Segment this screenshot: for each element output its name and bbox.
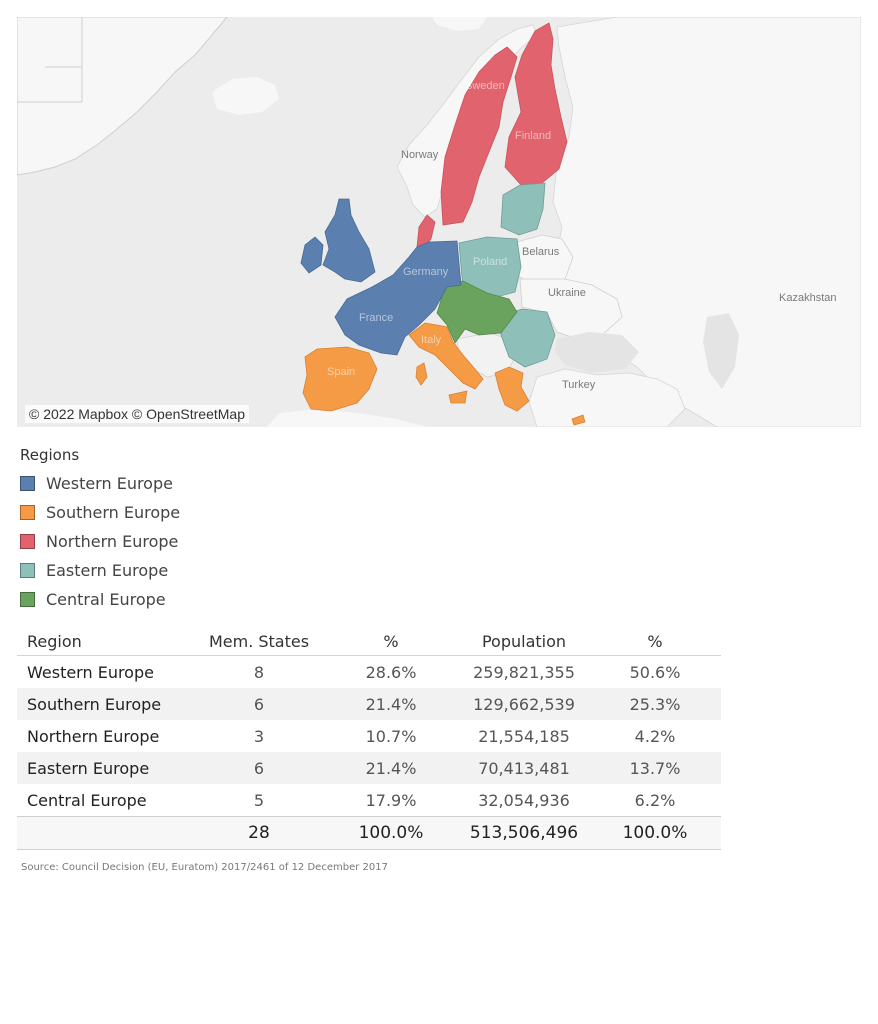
legend-item-northern-europe[interactable]: Northern Europe xyxy=(20,527,180,556)
table-row: Southern Europe 6 21.4% 129,662,539 25.3… xyxy=(17,688,721,720)
cell-population: 21,554,185 xyxy=(478,726,570,746)
region-southern-iberia xyxy=(302,346,378,412)
legend-swatch-eastern xyxy=(20,563,35,578)
cell-population: 259,821,355 xyxy=(473,662,575,682)
col-header-region[interactable]: Region xyxy=(17,628,195,656)
black-sea xyxy=(555,332,639,373)
col-header-population[interactable]: Population xyxy=(459,628,589,656)
total-label xyxy=(17,816,195,850)
cell-population: 32,054,936 xyxy=(478,790,570,810)
iceland-landmass xyxy=(212,77,279,115)
source-note: Source: Council Decision (EU, Euratom) 2… xyxy=(21,862,388,873)
label-belarus: Belarus xyxy=(522,246,560,258)
legend-swatch-western xyxy=(20,476,35,491)
region-western-uk xyxy=(322,198,376,283)
cell-population-percent: 50.6% xyxy=(629,662,681,682)
label-ukraine: Ukraine xyxy=(548,287,586,299)
region-southern-greece xyxy=(494,366,530,412)
cell-states-percent: 17.9% xyxy=(365,790,417,810)
cell-region: Western Europe xyxy=(27,662,154,682)
region-map[interactable]: Sweden Finland Norway Belarus Poland Ukr… xyxy=(17,17,861,427)
cell-states-percent: 10.7% xyxy=(365,726,417,746)
cell-population-percent: 4.2% xyxy=(634,726,676,746)
legend-swatch-southern xyxy=(20,505,35,520)
label-france: France xyxy=(359,312,393,324)
label-italy: Italy xyxy=(421,334,442,346)
region-central xyxy=(436,280,518,344)
legend-item-western-europe[interactable]: Western Europe xyxy=(20,469,180,498)
cell-member-states: 3 xyxy=(253,726,265,746)
region-eastern-romania-bulgaria xyxy=(498,308,556,368)
region-southern-italy xyxy=(408,322,484,390)
table-row: Eastern Europe 6 21.4% 70,413,481 13.7% xyxy=(17,752,721,784)
label-spain: Spain xyxy=(327,366,355,378)
legend-item-central-europe[interactable]: Central Europe xyxy=(20,585,180,614)
table-header-row: Region Mem. States % Population % xyxy=(17,628,721,656)
region-southern-cyprus xyxy=(571,414,586,426)
col-header-member-states[interactable]: Mem. States xyxy=(195,628,323,656)
region-northern-sweden xyxy=(440,46,518,226)
legend-label: Western Europe xyxy=(46,474,173,493)
cell-states-percent: 21.4% xyxy=(323,688,459,720)
cell-member-states: 5 xyxy=(253,790,265,810)
cell-states-percent: 28.6% xyxy=(365,662,417,682)
label-finland: Finland xyxy=(515,130,551,142)
legend: Regions Western Europe Southern Europe N… xyxy=(20,446,180,614)
cell-member-states: 8 xyxy=(253,662,265,682)
region-northern-finland xyxy=(504,22,568,186)
legend-item-southern-europe[interactable]: Southern Europe xyxy=(20,498,180,527)
label-poland: Poland xyxy=(473,256,507,268)
turkey-landmass xyxy=(528,368,686,427)
total-member-states: 28 xyxy=(195,816,323,850)
region-western-ireland xyxy=(300,236,324,274)
region-southern-sardinia xyxy=(415,362,428,386)
table-total-row: 28 100.0% 513,506,496 100.0% xyxy=(17,816,721,850)
cell-population: 70,413,481 xyxy=(459,752,589,784)
region-eastern-baltics xyxy=(500,182,546,236)
table-row: Northern Europe 3 10.7% 21,554,185 4.2% xyxy=(17,720,721,752)
cell-region: Eastern Europe xyxy=(17,752,195,784)
total-states-percent: 100.0% xyxy=(323,816,459,850)
greenland-landmass xyxy=(17,17,228,176)
cell-region: Central Europe xyxy=(27,790,147,810)
label-norway: Norway xyxy=(401,149,439,161)
table-row: Central Europe 5 17.9% 32,054,936 6.2% xyxy=(17,784,721,817)
cell-population-percent: 13.7% xyxy=(589,752,721,784)
label-germany: Germany xyxy=(403,266,449,278)
label-sweden: Sweden xyxy=(465,80,505,92)
legend-label: Northern Europe xyxy=(46,532,179,551)
region-western-continent xyxy=(334,240,462,356)
belarus-landmass xyxy=(516,234,574,286)
cell-region: Northern Europe xyxy=(27,726,160,746)
col-header-population-percent[interactable]: % xyxy=(589,628,721,656)
total-population-percent: 100.0% xyxy=(589,816,721,850)
legend-label: Eastern Europe xyxy=(46,561,169,580)
region-stats-table: Region Mem. States % Population % Wester… xyxy=(17,628,721,850)
label-kazakhstan: Kazakhstan xyxy=(779,292,836,304)
table-row: Western Europe 8 28.6% 259,821,355 50.6% xyxy=(17,656,721,689)
legend-label: Southern Europe xyxy=(46,503,181,522)
label-turkey: Turkey xyxy=(562,379,596,391)
cell-states-percent: 21.4% xyxy=(323,752,459,784)
caspian-sea xyxy=(703,313,739,389)
cell-region: Southern Europe xyxy=(17,688,195,720)
total-population: 513,506,496 xyxy=(459,816,589,850)
legend-swatch-central xyxy=(20,592,35,607)
svalbard-landmass xyxy=(432,17,487,31)
legend-title: Regions xyxy=(20,446,80,464)
map-attribution[interactable]: © 2022 Mapbox © OpenStreetMap xyxy=(25,405,249,423)
legend-label: Central Europe xyxy=(46,590,166,609)
legend-item-eastern-europe[interactable]: Eastern Europe xyxy=(20,556,180,585)
north-africa-landmass xyxy=(267,409,427,427)
region-southern-sicily xyxy=(448,390,468,404)
legend-swatch-northern xyxy=(20,534,35,549)
cell-member-states: 6 xyxy=(195,752,323,784)
cell-population-percent: 6.2% xyxy=(634,790,676,810)
cell-population-percent: 25.3% xyxy=(589,688,721,720)
cell-member-states: 6 xyxy=(195,688,323,720)
col-header-states-percent[interactable]: % xyxy=(323,628,459,656)
cell-population: 129,662,539 xyxy=(459,688,589,720)
map-canvas: Sweden Finland Norway Belarus Poland Ukr… xyxy=(17,17,861,427)
